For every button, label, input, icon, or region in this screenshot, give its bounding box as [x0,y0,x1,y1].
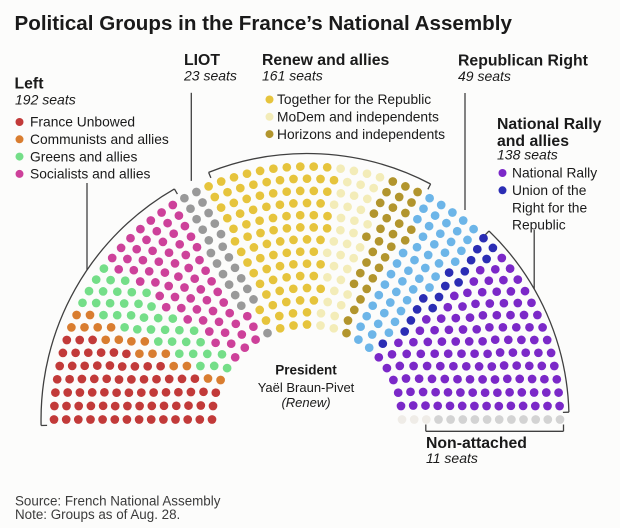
svg-text:National Rally: National Rally [497,116,602,133]
svg-text:Note: Groups as of Aug. 28.: Note: Groups as of Aug. 28. [15,507,180,522]
svg-text:Greens and allies: Greens and allies [30,149,137,164]
svg-text:National Rally: National Rally [512,166,597,181]
svg-text:Republic: Republic [512,218,566,233]
svg-text:(Renew): (Renew) [281,395,330,410]
svg-text:23 seats: 23 seats [183,68,237,84]
svg-text:President: President [275,363,337,378]
svg-text:Renew and allies: Renew and allies [262,52,390,69]
svg-text:138 seats: 138 seats [497,147,558,163]
svg-text:Horizons and independents: Horizons and independents [277,127,445,142]
svg-text:Non-attached: Non-attached [426,435,527,452]
svg-text:Communists and allies: Communists and allies [30,132,169,147]
svg-text:192 seats: 192 seats [15,92,76,108]
svg-text:Political Groups in the France: Political Groups in the France’s Nationa… [15,12,513,35]
svg-text:Yaël Braun-Pivet: Yaël Braun-Pivet [258,380,355,395]
svg-text:Left: Left [15,76,45,93]
svg-text:Right for the: Right for the [512,200,587,215]
svg-text:161 seats: 161 seats [262,68,323,84]
svg-text:LIOT: LIOT [184,52,220,69]
svg-text:and allies: and allies [497,133,569,150]
svg-text:Union of the: Union of the [512,183,587,198]
svg-text:49 seats: 49 seats [458,68,511,84]
svg-text:Together for the Republic: Together for the Republic [277,92,431,107]
svg-text:Socialists and allies: Socialists and allies [30,167,151,182]
svg-text:Republican Right: Republican Right [458,53,589,70]
svg-text:France Unbowed: France Unbowed [30,115,135,130]
svg-text:MoDem and independents: MoDem and independents [277,110,439,125]
svg-text:Source: French National Assemb: Source: French National Assembly [15,494,221,509]
svg-text:11 seats: 11 seats [426,450,478,466]
